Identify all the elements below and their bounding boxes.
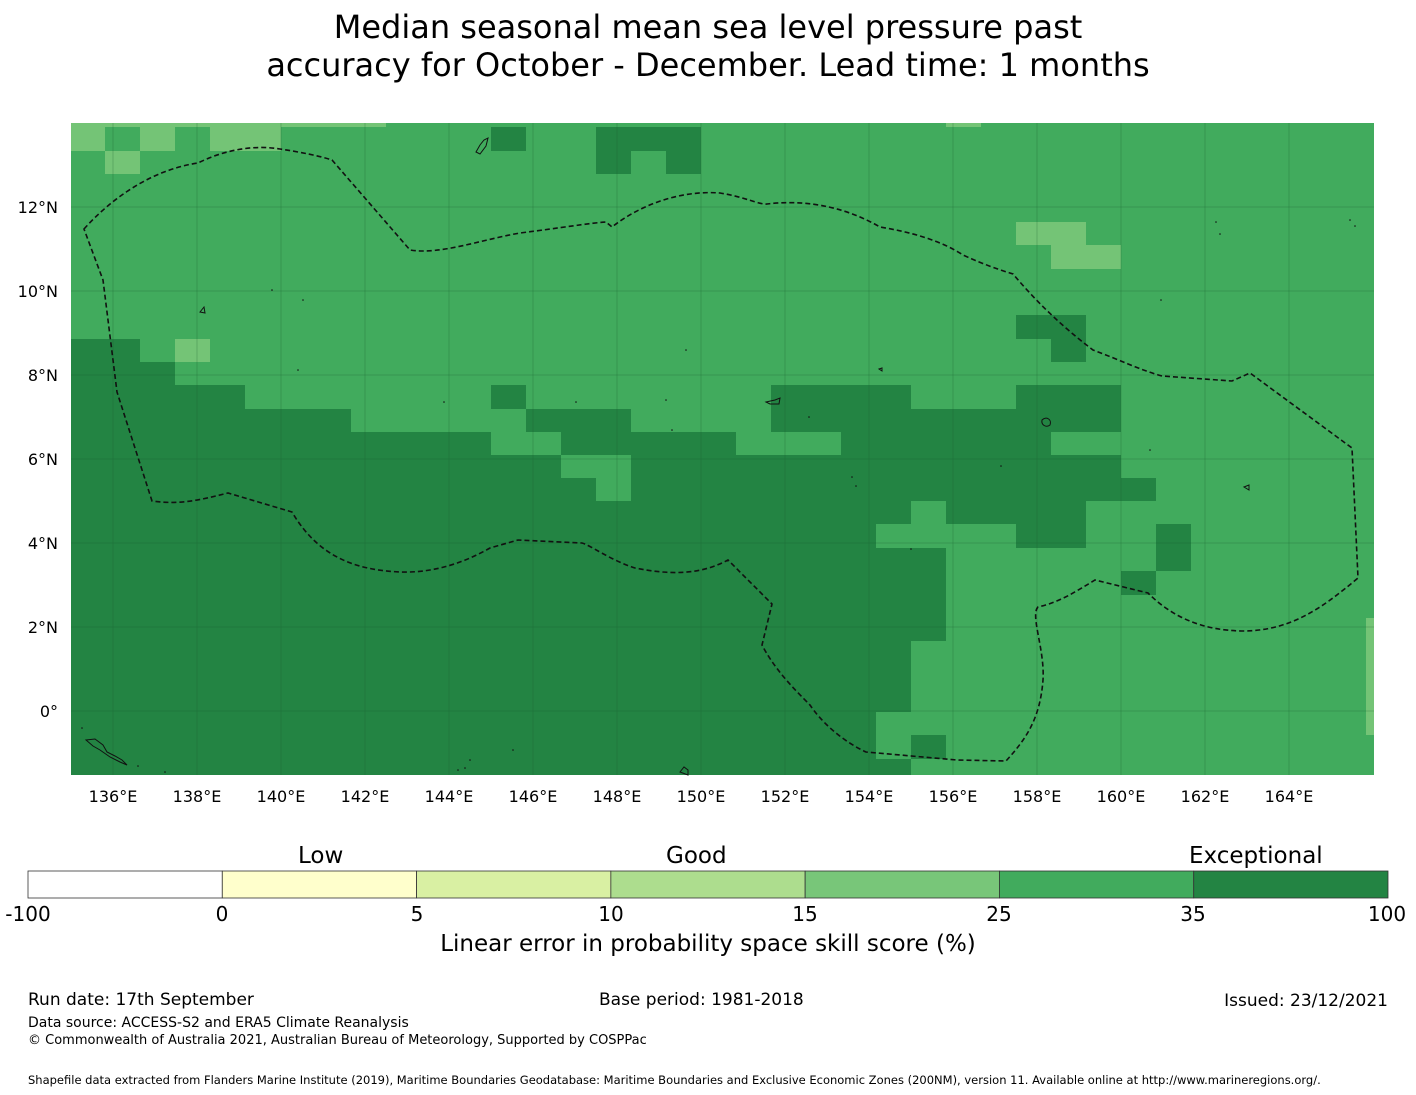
lat-tick-label: 4°N — [28, 534, 58, 553]
data-source: Data source: ACCESS-S2 and ERA5 Climate … — [28, 1015, 409, 1031]
eez-boundary — [83, 146, 1359, 762]
colorbar-tick: 10 — [598, 902, 624, 926]
skill-map: 136°E 138°E 140°E 142°E 144°E 146°E 148°E 150°E… — [18, 123, 1374, 806]
legend-category-low: Low — [298, 843, 344, 869]
lon-tick-label: 138°E — [173, 787, 222, 806]
run-date: Run date: 17th September — [28, 990, 254, 1010]
colorbar-segment — [804, 870, 1000, 899]
island-chuuk — [1041, 417, 1051, 427]
chart-title: Median seasonal mean sea level pressure … — [0, 8, 1416, 84]
colorbar-segment — [610, 870, 806, 899]
copyright: © Commonwealth of Australia 2021, Austra… — [28, 1033, 647, 1048]
island-guam — [475, 137, 489, 155]
colorbar-segment — [27, 870, 223, 899]
colorbar-tick: 0 — [215, 902, 229, 926]
issued-date: Issued: 23/12/2021 — [1224, 991, 1388, 1011]
lat-tick-label: 0° — [40, 702, 58, 721]
map-region-exceptional-mid — [491, 385, 631, 432]
colorbar-label: Linear error in probability space skill … — [440, 931, 976, 957]
latitude-tick-labels: 12°N 10°N 8°N 6°N 4°N 2°N 0° — [18, 198, 58, 721]
title-line-1: Median seasonal mean sea level pressure … — [333, 8, 1083, 46]
lon-tick-label: 164°E — [1265, 787, 1314, 806]
island-pohnpei-atoll — [1242, 484, 1250, 491]
colorbar-tick: 100 — [1367, 902, 1407, 926]
lon-tick-label: 150°E — [677, 787, 726, 806]
colorbar-segment — [1193, 870, 1389, 899]
island-small-b — [877, 367, 883, 372]
base-period: Base period: 1981-2018 — [599, 990, 804, 1010]
longitude-tick-labels: 136°E 138°E 140°E 142°E 144°E 146°E 148°E 150°E… — [89, 787, 1314, 806]
lat-tick-label: 10°N — [18, 282, 58, 301]
lon-tick-label: 142°E — [341, 787, 390, 806]
colorbar-tick: 35 — [1180, 902, 1206, 926]
island-small-a — [764, 397, 781, 405]
islands — [84, 137, 1250, 776]
lon-tick-label: 140°E — [257, 787, 306, 806]
lon-tick-label: 156°E — [929, 787, 978, 806]
legend-category-exceptional: Exceptional — [1189, 843, 1323, 869]
lon-tick-label: 154°E — [845, 787, 894, 806]
lon-tick-label: 136°E — [89, 787, 138, 806]
small-island-dots — [81, 219, 1356, 773]
lon-tick-label: 158°E — [1013, 787, 1062, 806]
lat-tick-label: 6°N — [28, 450, 58, 469]
lon-tick-label: 148°E — [593, 787, 642, 806]
lat-tick-label: 12°N — [18, 198, 58, 217]
colorbar-segment — [416, 870, 612, 899]
map-region-exceptional-top — [491, 127, 701, 174]
colorbar-segment — [221, 870, 417, 899]
island-palau — [199, 305, 206, 314]
island-manus — [679, 766, 689, 776]
colorbar — [27, 870, 1389, 899]
map-region-exceptional — [71, 339, 1156, 775]
title-line-2: accuracy for October - December. Lead ti… — [266, 46, 1150, 84]
lon-tick-label: 160°E — [1097, 787, 1146, 806]
colorbar-tick: 25 — [986, 902, 1012, 926]
lat-tick-label: 2°N — [28, 618, 58, 637]
lon-tick-label: 144°E — [425, 787, 474, 806]
colorbar-tick: 5 — [410, 902, 424, 926]
colorbar-segment — [999, 870, 1195, 899]
lon-tick-label: 162°E — [1181, 787, 1230, 806]
colorbar-tick: -100 — [5, 902, 51, 926]
lon-tick-label: 152°E — [761, 787, 810, 806]
lon-tick-label: 146°E — [509, 787, 558, 806]
lat-tick-label: 8°N — [28, 366, 58, 385]
island-png-north — [84, 738, 128, 766]
legend-category-good: Good — [666, 843, 727, 869]
map-region-exceptional-ne — [1016, 385, 1121, 432]
colorbar-tick: 15 — [792, 902, 818, 926]
shapefile-credit: Shapefile data extracted from Flanders M… — [28, 1073, 1321, 1087]
